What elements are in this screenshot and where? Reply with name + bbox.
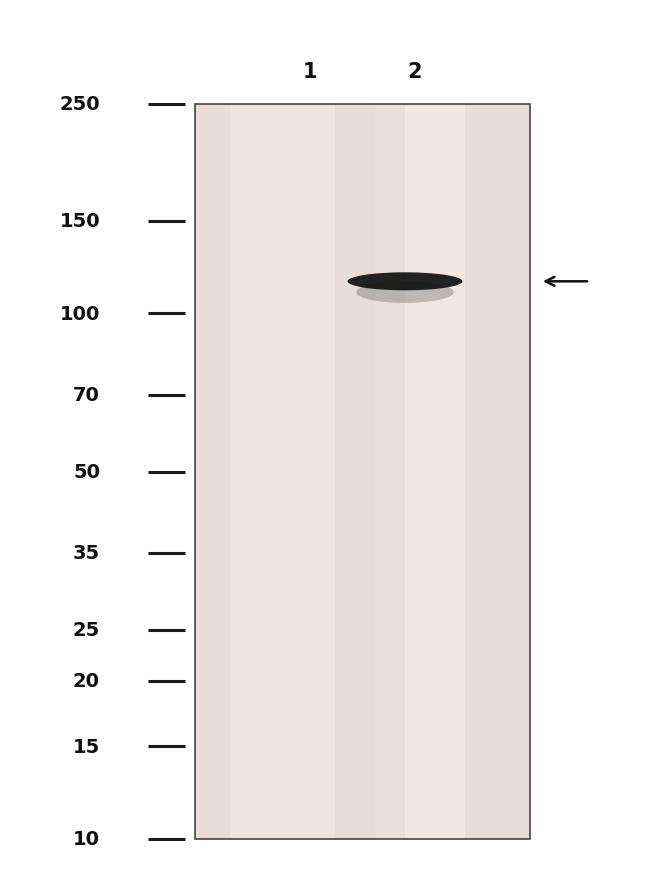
Ellipse shape [356,282,454,303]
Bar [405,105,465,839]
Text: 150: 150 [59,212,100,231]
Text: 10: 10 [73,830,100,848]
Text: 100: 100 [60,304,100,323]
Bar [375,105,405,839]
Ellipse shape [348,273,463,291]
Bar [195,105,530,839]
Text: 250: 250 [59,96,100,115]
Text: 15: 15 [73,737,100,756]
Bar [195,105,530,839]
Bar [230,105,335,839]
Text: 25: 25 [73,620,100,640]
Text: 1: 1 [303,62,317,82]
Text: 35: 35 [73,544,100,563]
Text: 50: 50 [73,462,100,481]
Text: 70: 70 [73,386,100,405]
Text: 2: 2 [408,62,422,82]
Text: 20: 20 [73,672,100,691]
Bar [465,105,495,839]
